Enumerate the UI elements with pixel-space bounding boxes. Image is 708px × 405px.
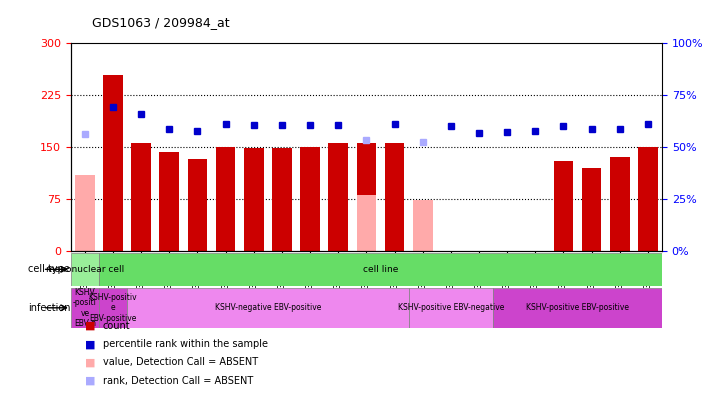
Text: KSHV-positiv
e
EBV-positive: KSHV-positiv e EBV-positive: [88, 293, 137, 323]
Bar: [71, 253, 99, 286]
Text: mononuclear cell: mononuclear cell: [46, 265, 124, 274]
Text: cell type: cell type: [28, 264, 70, 274]
Bar: [357, 143, 376, 251]
Bar: [493, 288, 662, 328]
Bar: [409, 288, 493, 328]
Bar: [357, 196, 376, 251]
Bar: [554, 161, 573, 251]
Bar: [384, 143, 404, 251]
Text: ■: ■: [85, 358, 96, 367]
Bar: [610, 157, 629, 251]
Bar: [329, 143, 348, 251]
Bar: [188, 159, 207, 251]
Text: KSHV-negative EBV-positive: KSHV-negative EBV-positive: [215, 303, 321, 312]
Bar: [103, 75, 123, 251]
Bar: [71, 288, 99, 328]
Text: cell line: cell line: [362, 265, 398, 274]
Bar: [244, 148, 263, 251]
Text: value, Detection Call = ABSENT: value, Detection Call = ABSENT: [103, 358, 258, 367]
Text: KSHV-positive EBV-positive: KSHV-positive EBV-positive: [526, 303, 629, 312]
Text: ■: ■: [85, 376, 96, 386]
Text: rank, Detection Call = ABSENT: rank, Detection Call = ABSENT: [103, 376, 253, 386]
Text: GDS1063 / 209984_at: GDS1063 / 209984_at: [92, 16, 229, 29]
Bar: [131, 143, 151, 251]
Bar: [413, 200, 433, 251]
Text: infection: infection: [28, 303, 70, 313]
Bar: [272, 148, 292, 251]
Text: percentile rank within the sample: percentile rank within the sample: [103, 339, 268, 349]
Bar: [582, 168, 602, 251]
Bar: [99, 288, 127, 328]
Bar: [216, 147, 236, 251]
Text: ■: ■: [85, 339, 96, 349]
Bar: [75, 175, 95, 251]
Bar: [127, 288, 409, 328]
Bar: [159, 152, 179, 251]
Text: KSHV
-positi
ve
EBV-n: KSHV -positi ve EBV-n: [73, 288, 97, 328]
Bar: [638, 147, 658, 251]
Bar: [300, 147, 320, 251]
Text: KSHV-positive EBV-negative: KSHV-positive EBV-negative: [398, 303, 504, 312]
Text: ■: ■: [85, 321, 96, 331]
Text: count: count: [103, 321, 130, 331]
